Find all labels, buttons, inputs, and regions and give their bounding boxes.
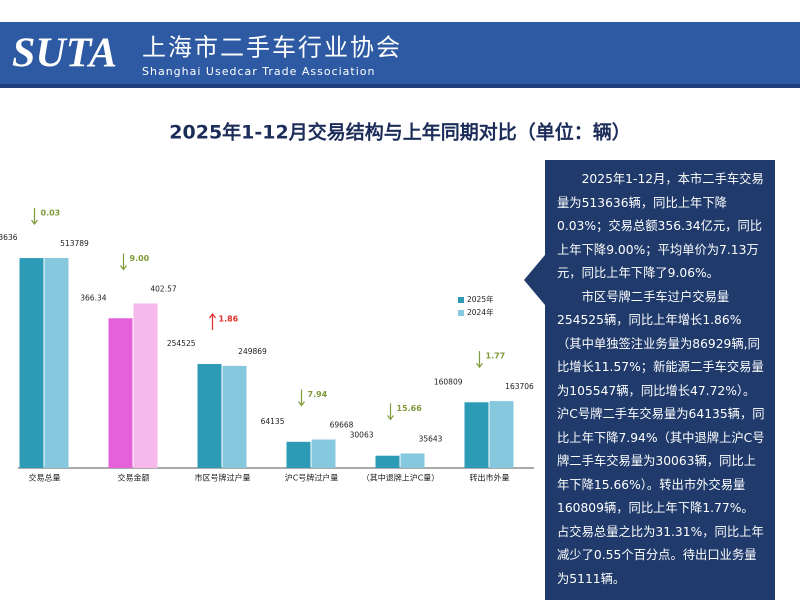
value-label: 249869 [238, 347, 267, 356]
x-tick-label: （其中退牌上沪C量） [362, 473, 440, 483]
change-arrowhead [120, 265, 127, 271]
change-arrowhead [209, 312, 216, 319]
change-label: 0.03 [41, 209, 61, 218]
value-label: 163706 [505, 382, 534, 391]
bar [311, 439, 336, 468]
bar [375, 455, 400, 468]
org-name-cn: 上海市二手车行业协会 [142, 34, 402, 62]
value-label: 402.57 [150, 284, 176, 293]
value-label: 366.34 [80, 293, 106, 302]
bar [133, 303, 158, 468]
x-tick-label: 转出市外量 [470, 473, 510, 483]
value-label: 160809 [434, 377, 463, 386]
bar [464, 402, 489, 468]
org-name-en: Shanghai Usedcar Trade Association [142, 65, 376, 78]
logo: SUTA [12, 31, 117, 77]
value-label: 30063 [350, 431, 374, 440]
legend-swatch [458, 310, 464, 316]
x-tick-label: 沪C号牌过户量 [285, 473, 339, 483]
bar [108, 318, 133, 468]
bar [44, 258, 69, 468]
x-tick-label: 交易金额 [118, 473, 150, 483]
bar [489, 401, 514, 468]
legend-label: 2024年 [467, 307, 494, 317]
bar [400, 453, 425, 468]
change-label: 7.94 [308, 390, 328, 399]
bar [286, 441, 311, 468]
header-banner [0, 22, 800, 88]
paragraph: 2025年1-12月，本市二手车交易量为513636辆，同比上年下降0.03%；… [557, 172, 764, 280]
callout-pointer [524, 255, 545, 305]
change-arrowhead [387, 415, 394, 421]
chart-title: 2025年1-12月交易结构与上年同期对比（单位：辆） [169, 121, 630, 144]
bar [197, 363, 222, 468]
value-label: 64135 [261, 417, 285, 426]
change-label: 15.66 [397, 404, 423, 413]
change-label: 9.00 [130, 254, 150, 263]
bar [19, 258, 44, 468]
change-label: 1.77 [486, 352, 506, 361]
change-arrowhead [298, 401, 305, 407]
change-arrowhead [476, 362, 483, 369]
value-label: 513789 [60, 239, 89, 248]
paragraph: 市区号牌二手车过户交易量254525辆，同比上年增长1.86%（其中单独签注业务… [557, 289, 765, 586]
value-label: 69668 [330, 421, 354, 430]
change-arrowhead [31, 219, 38, 225]
legend-label: 2025年 [467, 294, 494, 304]
value-label: 513636 [0, 233, 18, 242]
value-label: 254525 [167, 339, 196, 348]
legend-swatch [458, 297, 464, 303]
change-label: 1.86 [219, 314, 239, 323]
x-tick-label: 市区号牌过户量 [195, 473, 251, 483]
text-box: 2025年1-12月，本市二手车交易量为513636辆，同比上年下降0.03%；… [545, 160, 775, 600]
bar [222, 365, 247, 468]
x-tick-label: 交易总量 [29, 473, 61, 483]
header-rule [0, 84, 800, 88]
value-label: 35643 [419, 434, 443, 443]
